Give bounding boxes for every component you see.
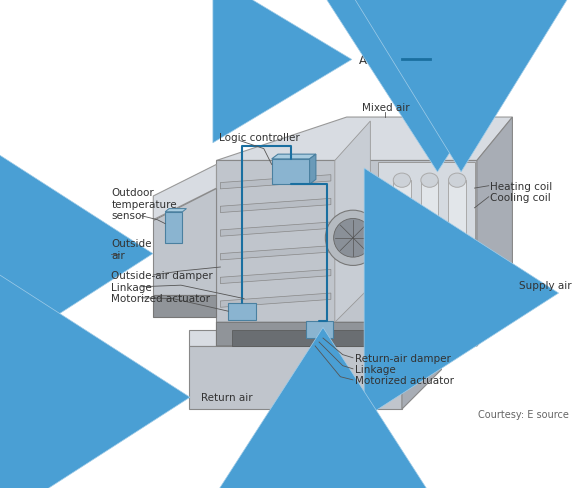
Polygon shape [232, 330, 390, 346]
Circle shape [325, 211, 380, 266]
Polygon shape [378, 163, 475, 322]
Ellipse shape [421, 174, 438, 188]
Polygon shape [393, 181, 410, 303]
Text: Outside
air: Outside air [112, 239, 152, 260]
Polygon shape [216, 161, 477, 323]
Ellipse shape [393, 297, 410, 308]
Polygon shape [220, 293, 331, 307]
Polygon shape [402, 311, 442, 409]
Polygon shape [402, 311, 442, 362]
Text: Return air: Return air [201, 392, 252, 403]
Polygon shape [220, 175, 331, 189]
Polygon shape [189, 346, 402, 409]
Polygon shape [220, 246, 331, 261]
Circle shape [333, 219, 372, 258]
Text: Return-air damper: Return-air damper [355, 353, 450, 363]
Text: Supply air: Supply air [519, 281, 572, 290]
Text: Linkage: Linkage [355, 364, 395, 374]
Ellipse shape [449, 174, 466, 188]
Polygon shape [272, 155, 316, 160]
Polygon shape [228, 303, 256, 320]
Text: Courtesy: E source: Courtesy: E source [479, 409, 569, 420]
Text: Information flow: Information flow [433, 54, 530, 67]
Polygon shape [153, 165, 216, 220]
Polygon shape [449, 181, 466, 303]
Ellipse shape [393, 174, 410, 188]
Ellipse shape [421, 297, 438, 308]
Text: Heating coil: Heating coil [490, 182, 553, 191]
Polygon shape [165, 209, 186, 212]
Polygon shape [153, 189, 216, 295]
Text: Mixed air: Mixed air [362, 102, 410, 113]
Polygon shape [421, 181, 438, 303]
Polygon shape [306, 321, 333, 338]
Text: Linkage: Linkage [112, 282, 152, 292]
Text: Cooling coil: Cooling coil [490, 192, 551, 203]
Polygon shape [189, 330, 402, 346]
Polygon shape [272, 160, 309, 185]
Polygon shape [309, 155, 316, 185]
Ellipse shape [449, 297, 466, 308]
Polygon shape [335, 122, 370, 323]
Polygon shape [220, 199, 331, 213]
Text: Motorized actuator: Motorized actuator [112, 293, 211, 303]
Text: Logic controller: Logic controller [219, 133, 299, 142]
Text: Motorized actuator: Motorized actuator [355, 375, 453, 385]
Polygon shape [477, 118, 512, 323]
Text: Outdoor
temperature
sensor: Outdoor temperature sensor [112, 188, 177, 221]
Polygon shape [220, 270, 331, 284]
Polygon shape [216, 279, 512, 346]
Polygon shape [220, 223, 331, 237]
Polygon shape [165, 212, 182, 244]
Polygon shape [153, 295, 216, 317]
Text: Outside-air damper: Outside-air damper [112, 270, 213, 280]
Polygon shape [216, 118, 512, 161]
Text: Air flow: Air flow [359, 54, 403, 67]
